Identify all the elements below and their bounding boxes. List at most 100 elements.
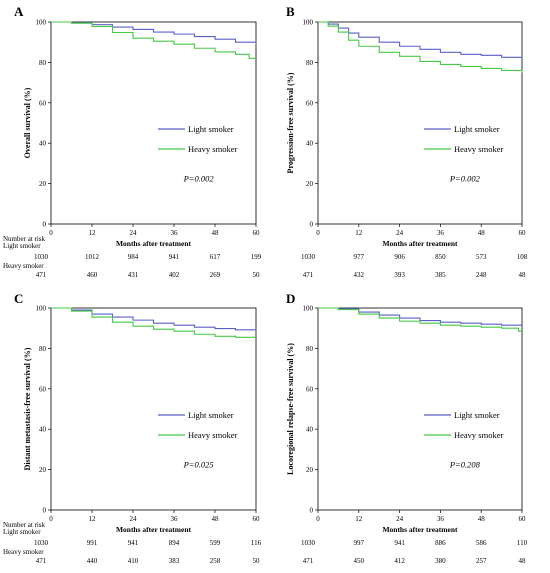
risk-row-label: Light smoker [3, 242, 41, 250]
plot-frame [50, 21, 257, 225]
series-line-heavy-smoker [318, 307, 522, 332]
p-value-annotation: P=0.025 [183, 460, 214, 470]
risk-value: 599 [210, 539, 221, 547]
risk-value: 402 [169, 271, 180, 279]
risk-value: 1030 [301, 539, 316, 547]
risk-table-header: Number at risk [3, 235, 45, 243]
panel-a: A 0 20 40 60 80 100 0 12 24 36 48 60 Months after tre… [3, 4, 262, 279]
risk-value: 471 [303, 271, 314, 279]
x-tick-label: 24 [130, 229, 138, 237]
y-axis-title: Overall survival (%) [23, 87, 32, 158]
x-tick-label: 60 [253, 515, 261, 523]
p-value-annotation: P=0.002 [183, 174, 215, 184]
panel-b: B 0 20 40 60 80 100 0 12 24 36 48 60 Months after tre… [286, 4, 528, 279]
y-axis-title: Distant metastasis-free survival (%) [23, 347, 32, 470]
risk-row-label: Heavy smoker [3, 548, 44, 556]
x-axis-title: Months after treatment [116, 525, 192, 534]
risk-value: 617 [210, 253, 221, 261]
y-tick-label: 20 [306, 180, 314, 188]
x-tick-label: 60 [253, 229, 261, 237]
risk-value: 50 [253, 271, 261, 279]
x-axis-title: Months after treatment [382, 525, 458, 534]
x-tick-label: 36 [171, 515, 179, 523]
y-axis-title: Progression-free survival (%) [286, 72, 295, 173]
p-value-annotation: P=0.208 [449, 460, 481, 470]
x-tick-label: 60 [519, 515, 527, 523]
legend-label: Light smoker [188, 410, 234, 420]
risk-value: 460 [87, 271, 98, 279]
risk-value: 48 [519, 271, 527, 279]
risk-value: 941 [169, 253, 180, 261]
risk-value: 1030 [34, 539, 49, 547]
y-tick-label: 40 [39, 140, 47, 148]
x-tick-label: 0 [316, 229, 320, 237]
panel-d: D 0 20 40 60 80 100 0 12 24 36 48 60 Months after tre… [286, 291, 528, 565]
x-tick-label: 12 [355, 515, 363, 523]
y-tick-label: 20 [39, 180, 47, 188]
risk-value: 997 [354, 539, 365, 547]
risk-value: 410 [128, 557, 139, 565]
legend-label: Light smoker [188, 124, 234, 134]
y-tick-label: 100 [303, 305, 314, 313]
series-line-heavy-smoker [51, 307, 256, 338]
x-tick-label: 48 [478, 515, 486, 523]
y-tick-label: 20 [306, 466, 314, 474]
y-tick-label: 80 [306, 345, 314, 353]
risk-value: 471 [36, 557, 47, 565]
risk-table-header: Number at risk [3, 521, 45, 529]
risk-value: 393 [394, 271, 405, 279]
risk-value: 380 [435, 557, 446, 565]
risk-value: 941 [128, 539, 139, 547]
risk-value: 450 [354, 557, 365, 565]
x-tick-label: 0 [49, 229, 53, 237]
risk-value: 50 [253, 557, 261, 565]
y-axis-title: Locoregional relapse-free survival (%) [286, 343, 295, 475]
risk-value: 573 [476, 253, 487, 261]
risk-value: 850 [435, 253, 446, 261]
y-tick-label: 100 [36, 305, 47, 313]
y-tick-label: 60 [39, 99, 47, 107]
risk-value: 1030 [34, 253, 49, 261]
y-tick-label: 40 [306, 140, 314, 148]
risk-value: 906 [394, 253, 405, 261]
legend-label: Light smoker [454, 124, 500, 134]
y-tick-label: 20 [39, 466, 47, 474]
x-tick-label: 36 [171, 229, 179, 237]
risk-value: 258 [210, 557, 221, 565]
x-tick-label: 12 [355, 229, 363, 237]
y-tick-label: 0 [310, 221, 314, 229]
x-tick-label: 12 [89, 515, 97, 523]
risk-value: 385 [435, 271, 446, 279]
risk-value: 48 [519, 557, 527, 565]
x-tick-label: 0 [316, 515, 320, 523]
y-tick-label: 80 [39, 345, 47, 353]
x-tick-label: 12 [89, 229, 97, 237]
x-tick-label: 24 [396, 229, 404, 237]
x-tick-label: 24 [396, 515, 404, 523]
y-tick-label: 80 [306, 59, 314, 67]
legend-label: Heavy smoker [188, 144, 238, 154]
plot-frame [50, 307, 257, 511]
x-axis-title: Months after treatment [116, 239, 192, 248]
risk-value: 941 [394, 539, 405, 547]
risk-value: 248 [476, 271, 487, 279]
plot-frame [317, 21, 523, 225]
risk-value: 440 [87, 557, 98, 565]
risk-value: 431 [128, 271, 139, 279]
y-tick-label: 0 [43, 507, 47, 515]
risk-value: 1012 [85, 253, 100, 261]
x-tick-label: 60 [519, 229, 527, 237]
risk-value: 383 [169, 557, 180, 565]
x-tick-label: 48 [212, 229, 220, 237]
y-tick-label: 40 [306, 426, 314, 434]
panel-letter: C [14, 291, 23, 306]
risk-row-label: Heavy smoker [3, 262, 44, 270]
series-line-heavy-smoker [318, 21, 523, 73]
x-tick-label: 36 [437, 515, 445, 523]
risk-value: 471 [36, 271, 47, 279]
risk-value: 108 [517, 253, 528, 261]
p-value-annotation: P=0.002 [449, 174, 481, 184]
risk-value: 432 [354, 271, 365, 279]
risk-value: 977 [354, 253, 365, 261]
